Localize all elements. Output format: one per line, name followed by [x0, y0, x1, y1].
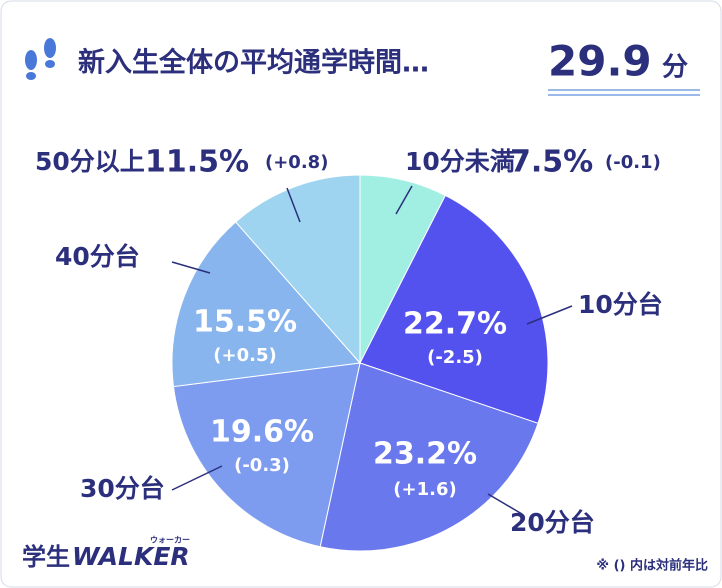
value-label: 19.6% [210, 415, 314, 450]
footnote: ※ () 内は対前年比 [596, 558, 708, 574]
logo-ruby: ウォーカー [150, 536, 190, 545]
value-label: 7.5% [510, 145, 593, 180]
leader-line [395, 185, 413, 215]
leader-line [171, 465, 223, 491]
leader-line [526, 305, 573, 325]
value-label: 22.7% [403, 307, 507, 342]
pie-slice [172, 362, 361, 548]
pie-slice [319, 362, 539, 552]
change-label: (-0.3) [234, 455, 290, 476]
pie-slice [359, 194, 549, 424]
category-label: 50分以上 [35, 147, 145, 176]
logo-kanji: 学生 [22, 543, 70, 571]
leader-line [171, 261, 211, 274]
leader-line [487, 493, 523, 515]
change-label: (+0.8) [265, 152, 328, 173]
value-label: 15.5% [193, 305, 297, 340]
average-value: 29.9 [548, 37, 652, 86]
category-label: 10分台 [578, 290, 663, 319]
change-label: (-0.1) [605, 152, 661, 173]
category-label: 40分台 [55, 242, 140, 271]
change-label: (-2.5) [427, 347, 483, 368]
category-label: 30分台 [80, 474, 165, 503]
pie-slice [171, 221, 361, 388]
value-label: 11.5% [145, 145, 249, 180]
logo-latin: WALKER [72, 542, 190, 571]
category-label: 20分台 [510, 508, 595, 537]
average-unit: 分 [662, 53, 688, 83]
value-label: 23.2% [373, 437, 477, 472]
category-label: 10分未満 [405, 147, 515, 176]
change-label: (+1.6) [393, 479, 456, 500]
leader-line [286, 187, 301, 223]
chart-title: 新入生全体の平均通学時間… [78, 47, 429, 79]
footprint-icon [25, 38, 56, 80]
change-label: (+0.5) [213, 345, 276, 366]
pie-slice [234, 174, 361, 365]
